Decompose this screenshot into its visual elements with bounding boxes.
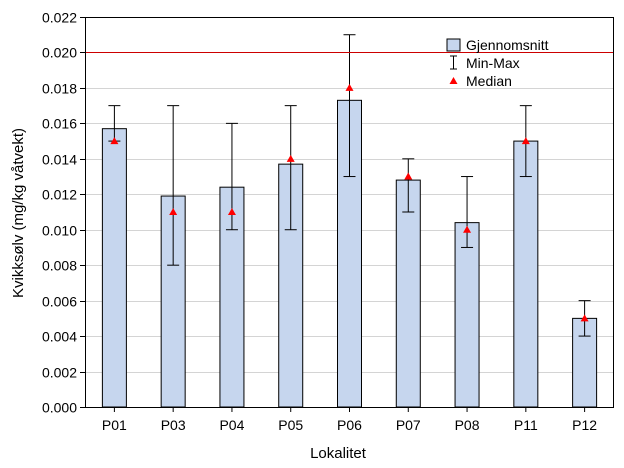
x-tick-label-P12: P12 — [572, 417, 597, 433]
x-tick-label-P06: P06 — [337, 417, 362, 433]
y-tick-label-7: 0.014 — [42, 152, 77, 168]
median-P04 — [227, 208, 236, 215]
legend: Gjennomsnitt Min-Max Median — [446, 37, 549, 89]
y-tick-label-5: 0.010 — [42, 223, 77, 239]
x-tick-label-P11: P11 — [514, 417, 538, 433]
x-tick-label-P08: P08 — [455, 417, 480, 433]
median-P11 — [521, 137, 530, 145]
median-P08 — [463, 225, 472, 233]
error-bar-P05 — [284, 105, 297, 231]
legend-label-median: Median — [466, 73, 512, 89]
y-tick-label-10: 0.020 — [42, 45, 77, 61]
median-P05 — [286, 154, 295, 162]
error-bar-P07 — [402, 158, 415, 213]
y-axis-title: Kvikksølv (mg/kg våtvekt) — [10, 128, 27, 298]
error-bar-P06 — [343, 34, 356, 178]
legend-swatch-min-max — [450, 55, 457, 70]
median-P07 — [404, 172, 413, 180]
legend-label-min-max: Min-Max — [466, 55, 520, 71]
axes — [80, 17, 614, 412]
bar-P11 — [513, 140, 539, 408]
y-tick-label-6: 0.012 — [42, 187, 77, 203]
median-P12 — [580, 314, 589, 322]
median-markers — [110, 83, 589, 322]
x-tick-label-P04: P04 — [219, 417, 244, 433]
bar-P07 — [395, 179, 421, 408]
x-tick-label-P01: P01 — [102, 417, 127, 433]
plot-frame — [85, 17, 614, 408]
x-tick-label-P07: P07 — [396, 417, 421, 433]
median-P01 — [110, 137, 119, 145]
y-tick-label-11: 0.022 — [42, 10, 77, 26]
x-axis-title: Lokalitet — [310, 445, 367, 462]
x-tick-labels: P01 P03 P04 P05 P06 P07 P08 P11 P12 — [102, 417, 597, 433]
y-tick-label-8: 0.016 — [42, 116, 77, 132]
y-tick-labels: 0.000 0.002 0.004 0.006 0.008 0.010 0.012 0.014… — [42, 10, 77, 416]
bar-P08 — [454, 222, 480, 408]
y-tick-label-0: 0.000 — [42, 400, 77, 416]
legend-swatch-gjennomsnitt — [446, 38, 461, 52]
y-tick-label-2: 0.004 — [42, 329, 77, 345]
error-bar-P08 — [461, 176, 474, 248]
y-tick-label-1: 0.002 — [42, 365, 77, 381]
y-tick-label-9: 0.018 — [42, 81, 77, 97]
error-bars — [108, 34, 591, 337]
error-bar-P03 — [167, 105, 180, 266]
x-tick-label-P05: P05 — [278, 417, 303, 433]
median-P03 — [169, 208, 178, 215]
bar-P01 — [101, 128, 127, 408]
median-P06 — [345, 83, 354, 91]
legend-label-gjennomsnitt: Gjennomsnitt — [466, 37, 549, 53]
x-tick-label-P03: P03 — [161, 417, 186, 433]
y-tick-label-3: 0.006 — [42, 294, 77, 310]
legend-swatch-median — [449, 77, 458, 84]
y-tick-label-4: 0.008 — [42, 258, 77, 274]
